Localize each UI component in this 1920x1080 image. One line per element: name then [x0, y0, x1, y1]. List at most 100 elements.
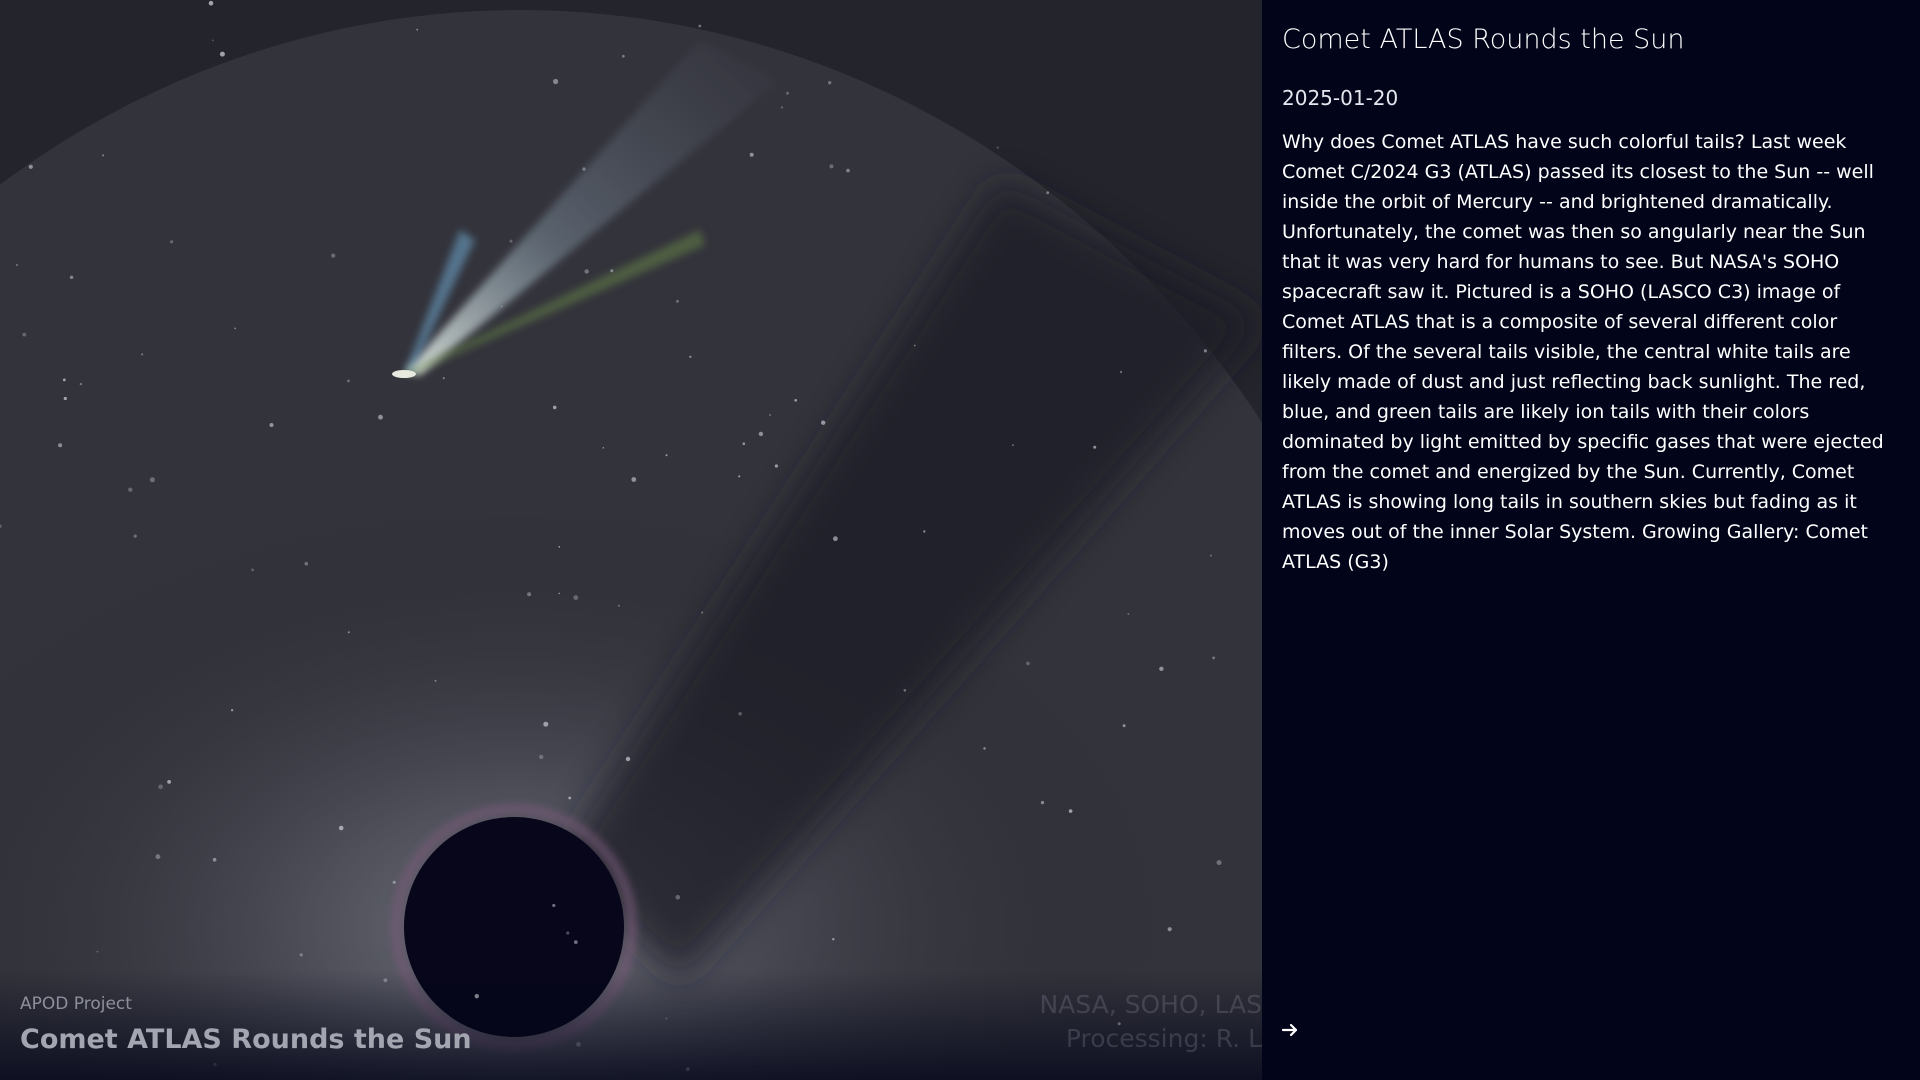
star: [208, 0, 214, 6]
caption-shade: [0, 970, 1262, 1080]
star: [631, 477, 637, 482]
star: [832, 938, 835, 941]
star: [527, 592, 532, 597]
star: [582, 167, 586, 171]
star: [568, 796, 572, 800]
star: [833, 536, 838, 542]
star: [141, 353, 144, 356]
star: [79, 382, 83, 386]
star: [794, 399, 797, 402]
star: [602, 447, 605, 449]
star: [558, 592, 560, 595]
comet-image: [0, 0, 1262, 1080]
star: [1167, 927, 1172, 932]
star: [501, 305, 503, 308]
star: [434, 679, 437, 682]
star: [903, 689, 907, 692]
details-title: Comet ATLAS Rounds the Sun: [1282, 24, 1685, 55]
star: [539, 754, 544, 760]
star: [698, 24, 702, 28]
star: [1068, 809, 1073, 813]
star: [219, 51, 225, 57]
details-date: 2025-01-20: [1282, 86, 1399, 110]
star: [304, 561, 309, 566]
star: [821, 420, 826, 425]
star: [675, 894, 681, 900]
star: [913, 344, 916, 347]
star: [617, 604, 620, 607]
star: [58, 443, 63, 448]
image-panel: NASA, SOHO, LAS Processing: R. L APOD Pr…: [0, 0, 1262, 1080]
star: [625, 756, 631, 762]
star: [1212, 656, 1215, 660]
star: [566, 931, 570, 935]
star: [665, 454, 668, 457]
star: [758, 431, 764, 437]
star: [923, 530, 926, 533]
star: [170, 240, 174, 244]
star: [558, 546, 561, 548]
star: [212, 857, 217, 862]
star: [234, 327, 237, 330]
star: [133, 534, 137, 538]
star: [676, 299, 679, 303]
details-panel: Comet ATLAS Rounds the Sun 2025-01-20 Wh…: [1262, 0, 1920, 1080]
star: [269, 423, 274, 427]
star: [1040, 800, 1045, 805]
star: [16, 264, 18, 266]
star: [22, 332, 27, 337]
star: [786, 91, 789, 95]
star: [552, 405, 557, 410]
star: [509, 239, 513, 243]
star: [331, 253, 336, 258]
star: [1203, 349, 1207, 353]
star: [622, 54, 625, 58]
star: [347, 631, 350, 634]
star: [774, 464, 779, 468]
star: [846, 168, 850, 173]
star: [780, 106, 783, 109]
star: [102, 154, 105, 157]
star: [1127, 612, 1130, 615]
star: [378, 414, 383, 420]
star: [1210, 554, 1212, 557]
next-arrow[interactable]: [1280, 1020, 1300, 1040]
image-credit: NASA, SOHO, LAS Processing: R. L: [1039, 988, 1262, 1056]
star: [251, 568, 255, 572]
star: [742, 442, 746, 446]
star: [128, 487, 133, 492]
star: [1026, 661, 1030, 666]
star: [749, 152, 754, 157]
star: [553, 78, 559, 85]
star: [543, 721, 549, 727]
star: [338, 825, 344, 831]
star: [1216, 860, 1222, 866]
star: [0, 524, 2, 528]
star: [829, 164, 834, 169]
star: [1159, 666, 1164, 671]
star: [828, 81, 832, 85]
credit-line: Processing: R. L: [1065, 1024, 1262, 1053]
star: [167, 780, 172, 784]
star: [584, 269, 589, 274]
star: [230, 709, 234, 712]
star: [610, 269, 614, 273]
credit-line: NASA, SOHO, LAS: [1039, 990, 1262, 1019]
star: [1046, 191, 1050, 195]
star: [299, 953, 303, 957]
star: [738, 475, 741, 478]
details-explanation: Why does Comet ATLAS have such colorful …: [1282, 131, 1884, 573]
star: [573, 595, 579, 600]
star: [158, 784, 163, 790]
star: [62, 378, 66, 382]
star: [347, 379, 350, 383]
star: [155, 854, 161, 860]
star: [701, 611, 704, 614]
star: [573, 940, 578, 944]
caption-source: APOD Project: [20, 994, 132, 1014]
star: [96, 950, 99, 953]
star: [69, 275, 74, 279]
star: [1011, 444, 1014, 447]
star: [996, 146, 999, 149]
